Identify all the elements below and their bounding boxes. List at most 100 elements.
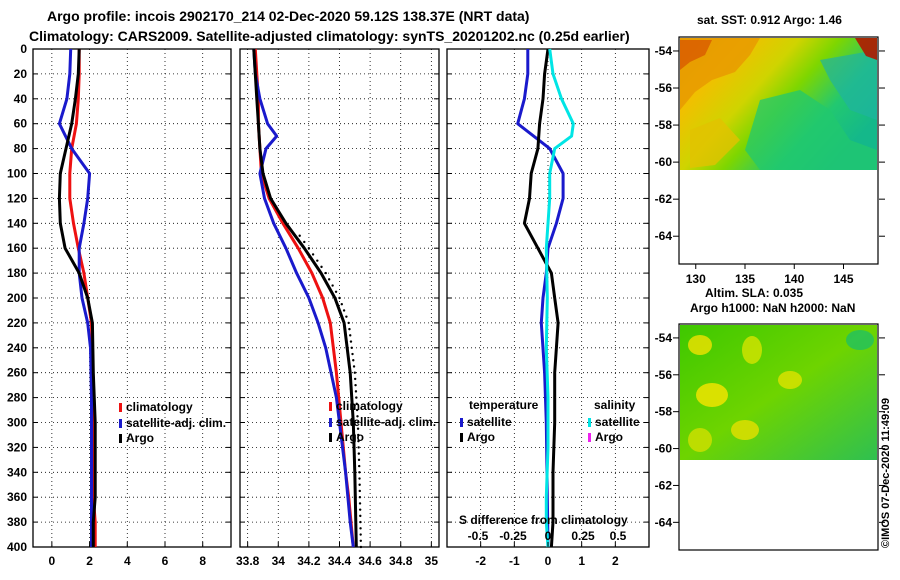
map-y-tick-label: -58 — [655, 405, 673, 419]
sst-red-patch — [855, 38, 877, 60]
envelope-dot — [316, 259, 319, 262]
map-y-tick-label: -60 — [655, 155, 673, 169]
y-tick-label: 340 — [7, 465, 27, 479]
y-tick-label: 160 — [7, 241, 27, 255]
difference-panel: -2 -1 0 1 2 temperature satellite Argo salin… — [446, 48, 650, 568]
y-tick-label: 320 — [7, 440, 27, 454]
map-x-tick-label: 135 — [735, 272, 755, 286]
envelope-dot — [359, 520, 362, 524]
series-line-satellite-adj-clim- — [57, 48, 93, 547]
series-line-argo — [252, 48, 358, 548]
temperature-grid — [33, 49, 231, 547]
envelope-dot — [355, 408, 359, 412]
y-tick-label: 360 — [7, 490, 27, 504]
sla-field — [680, 325, 877, 460]
envelope-dot — [348, 327, 351, 331]
envelope-dot — [353, 371, 357, 374]
map-y-tick-label: -54 — [655, 331, 673, 345]
legend-label-temperature-argo: Argo — [467, 430, 495, 444]
temperature-legend: climatology satellite-adj. clim. Argo — [119, 400, 226, 445]
x-tick-label: -2 — [475, 554, 486, 568]
envelope-dot — [358, 496, 362, 499]
envelope-dot — [311, 253, 315, 256]
envelope-dot — [354, 383, 357, 387]
sla-map-panel: Altim. SLA: 0.035 Argo h1000: NaN h2000:… — [655, 286, 885, 551]
sst-map-panel: sat. SST: 0.912 Argo: 1.46 -54-56-58-60-… — [655, 13, 885, 286]
y-tick-label: 120 — [7, 191, 27, 205]
envelope-dot — [358, 477, 361, 480]
salinity-dotted-envelope — [298, 234, 363, 549]
y-tick-label: 260 — [7, 366, 27, 380]
envelope-dot — [358, 464, 361, 468]
sst-hot-patch — [680, 40, 712, 70]
y-tick-label: 100 — [7, 167, 27, 181]
y-tick-label: 20 — [14, 67, 28, 81]
x-tick-label: 34 — [272, 554, 286, 568]
sla-blob — [778, 371, 802, 389]
difference-series — [516, 48, 575, 548]
credit-text: ©IMOS 07-Dec-2020 11:49:09 — [880, 398, 892, 548]
difference-x-ticks: -2 -1 0 1 2 — [475, 542, 619, 568]
x-tick-label: 1 — [578, 554, 585, 568]
map-x-tick-label: 140 — [784, 272, 804, 286]
envelope-dot — [338, 296, 341, 300]
envelope-dot — [356, 427, 360, 430]
envelope-dot — [357, 452, 361, 455]
y-tick-label: 380 — [7, 515, 27, 529]
x-tick-label: 33.8 — [236, 554, 260, 568]
sla-map-y-ticks: -54 -56 -58 -60 -62 -64 — [655, 331, 885, 529]
x-tick-label: 34.8 — [389, 554, 413, 568]
legend-label-satellite: satellite-adj. clim. — [126, 416, 226, 430]
map-x-tick-label: 130 — [686, 272, 706, 286]
envelope-dot — [357, 458, 361, 462]
envelope-dot — [357, 433, 360, 437]
sla-blob — [731, 420, 759, 440]
y-tick-label: 200 — [7, 291, 27, 305]
envelope-dot — [358, 508, 362, 511]
map-y-tick-label: -60 — [655, 442, 673, 456]
y-tick-label: 60 — [14, 117, 28, 131]
envelope-dot — [342, 309, 346, 312]
envelope-dot — [355, 402, 358, 406]
legend-swatch-salinity-satellite — [588, 418, 591, 427]
legend-swatch-argo — [329, 433, 332, 442]
x-tick-label: 35 — [425, 554, 439, 568]
y-tick-label: 240 — [7, 341, 27, 355]
x-tick-label: -1 — [509, 554, 520, 568]
envelope-dot — [359, 527, 362, 530]
sla-blob — [742, 336, 762, 364]
difference-secondary-x-ticks: -0.5 -0.25 0 0.25 0.5 — [468, 529, 627, 543]
map-x-tick-label: 145 — [833, 272, 853, 286]
map-y-tick-label: -54 — [655, 44, 673, 58]
envelope-dot — [347, 321, 350, 325]
envelope-dot — [327, 278, 331, 281]
y-tick-label: 400 — [7, 540, 27, 554]
salinity-x-ticks: 33.8 34 34.2 34.4 34.6 34.8 35 — [236, 542, 438, 568]
envelope-dot — [334, 290, 338, 293]
x-tick-label: 34.2 — [297, 554, 321, 568]
series-line-temperature-argo — [522, 48, 560, 548]
sla-map-title: Altim. SLA: 0.035 — [705, 286, 803, 300]
envelope-dot — [349, 334, 352, 337]
legend-heading-salinity: salinity — [594, 398, 636, 412]
sst-map-y-ticks: -54 -56 -58 -60 -62 -64 — [655, 44, 885, 243]
envelope-dot — [324, 271, 327, 275]
map-y-tick-label: -62 — [655, 192, 673, 206]
envelope-dot — [359, 545, 363, 549]
envelope-dot — [303, 240, 306, 244]
y-tick-label: 80 — [14, 142, 28, 156]
legend-heading-temperature: temperature — [469, 398, 539, 412]
sla-blob — [696, 383, 728, 407]
map-y-tick-label: -64 — [655, 229, 673, 243]
series-line-salinity-satellite — [544, 48, 575, 548]
legend-swatch-satellite — [329, 418, 332, 427]
secondary-x-tick-label: 0 — [545, 529, 552, 543]
envelope-dot — [357, 446, 360, 449]
legend-label-climatology: climatology — [336, 399, 403, 413]
x-tick-label: 6 — [162, 554, 169, 568]
legend-label-salinity-satellite: satellite — [595, 415, 640, 429]
envelope-dot — [355, 396, 358, 399]
series-line-temperature-satellite — [516, 49, 565, 548]
legend-swatch-satellite — [119, 419, 122, 428]
